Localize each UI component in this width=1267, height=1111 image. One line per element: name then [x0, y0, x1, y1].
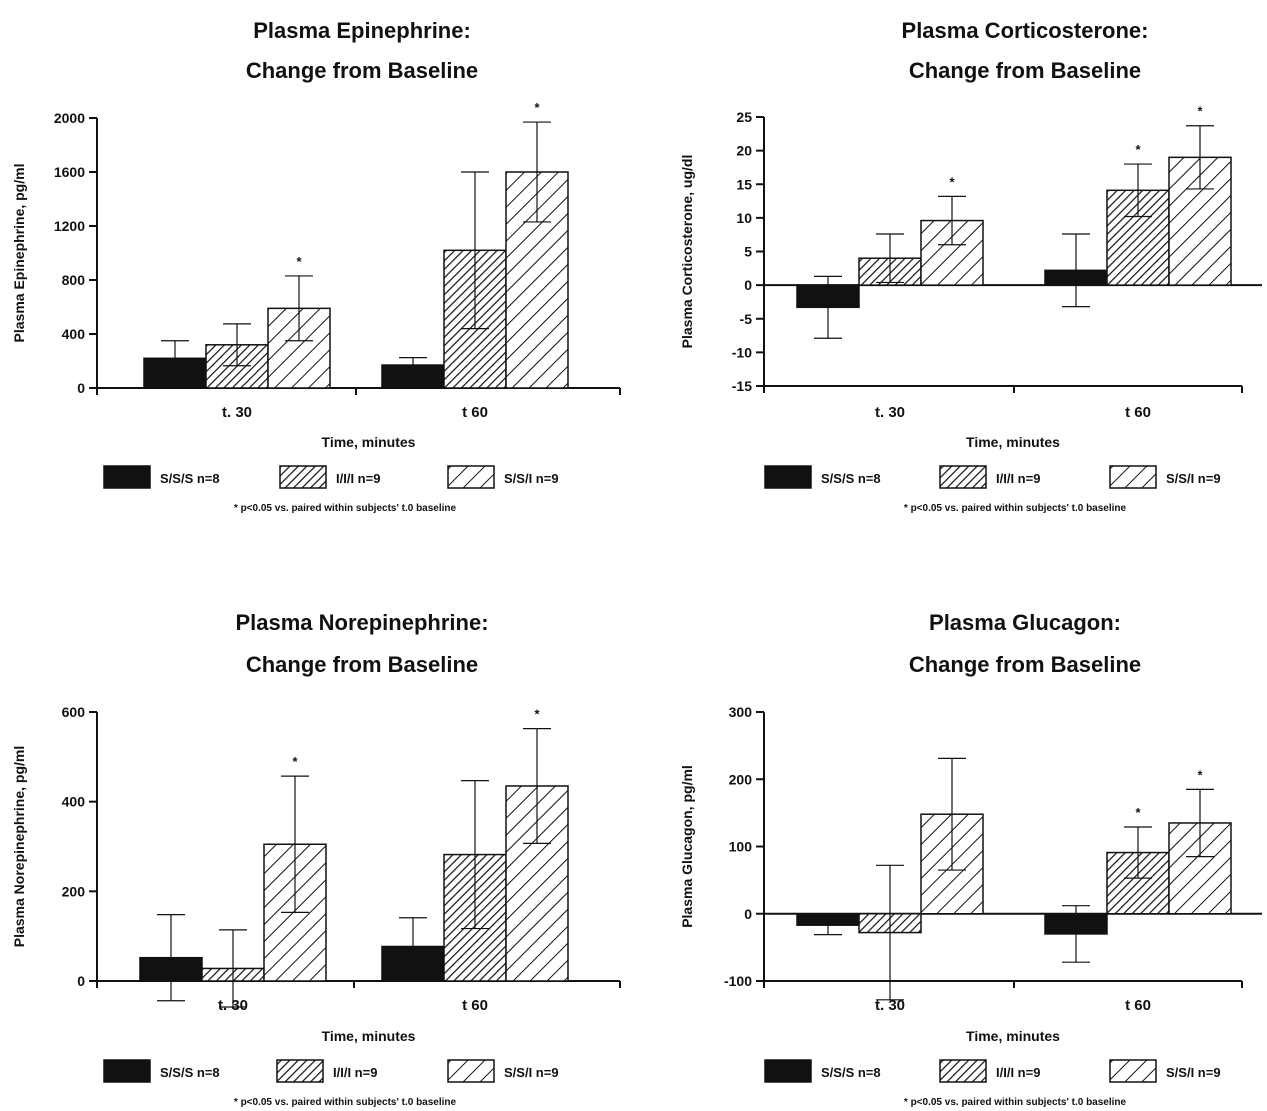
footnote: * p<0.05 vs. paired within subjects' t.0…: [904, 503, 1127, 514]
significance-star: *: [949, 174, 955, 189]
legend-swatch: [1109, 465, 1157, 489]
y-tick-label: 0: [744, 906, 752, 922]
y-tick-label: 300: [729, 704, 753, 720]
legend-swatch: [276, 1059, 324, 1083]
legend-swatch: [764, 1059, 812, 1083]
x-category-label: t. 30: [875, 997, 905, 1014]
y-tick-label: -15: [732, 378, 752, 394]
y-axis-title: Plasma Norepinephrine, pg/ml: [11, 746, 27, 948]
significance-star: *: [292, 754, 298, 769]
significance-star: *: [1197, 104, 1203, 119]
significance-star: *: [1135, 805, 1141, 820]
x-category-label: t. 30: [875, 404, 905, 421]
y-axis-title: Plasma Corticosterone, ug/dl: [679, 155, 695, 349]
y-tick-label: 400: [62, 326, 86, 342]
significance-star: *: [534, 707, 540, 722]
legend-swatch: [939, 1059, 987, 1083]
x-category-label: t 60: [462, 404, 488, 421]
y-tick-label: 1600: [54, 164, 85, 180]
x-category-label: t 60: [1125, 997, 1151, 1014]
x-axis-title: Time, minutes: [966, 1028, 1060, 1044]
legend-label: I/I/I n=9: [996, 1065, 1040, 1080]
x-axis-title: Time, minutes: [322, 1028, 416, 1044]
y-tick-label: -10: [732, 344, 752, 360]
legend-label: I/I/I n=9: [336, 471, 380, 486]
legend-label: S/S/I n=9: [1166, 1065, 1221, 1080]
footnote: * p<0.05 vs. paired within subjects' t.0…: [904, 1097, 1127, 1108]
y-tick-label: 0: [77, 973, 85, 989]
y-tick-label: 20: [736, 143, 752, 159]
y-tick-label: -100: [724, 973, 752, 989]
legend-label: S/S/I n=9: [504, 1065, 559, 1080]
chart-title-line: Plasma Norepinephrine:: [235, 610, 488, 635]
y-tick-label: 5: [744, 244, 752, 260]
significance-star: *: [296, 254, 302, 269]
x-axis-title: Time, minutes: [322, 434, 416, 450]
footnote: * p<0.05 vs. paired within subjects' t.0…: [234, 503, 457, 514]
y-tick-label: 100: [729, 839, 753, 855]
y-axis-title: Plasma Glucagon, pg/ml: [679, 765, 695, 928]
y-tick-label: 400: [62, 794, 86, 810]
chart-title-line: Change from Baseline: [246, 58, 478, 83]
legend-swatch: [1109, 1059, 1157, 1083]
legend-label: S/S/S n=8: [821, 1065, 881, 1080]
y-tick-label: -5: [740, 311, 753, 327]
y-tick-label: 10: [736, 210, 752, 226]
y-tick-label: 600: [62, 704, 86, 720]
legend-label: S/S/I n=9: [504, 471, 559, 486]
x-category-label: t 60: [1125, 404, 1151, 421]
legend-swatch: [447, 465, 495, 489]
legend-swatch: [103, 465, 151, 489]
legend-swatch: [447, 1059, 495, 1083]
legend-swatch: [279, 465, 327, 489]
chart-title-line: Plasma Corticosterone:: [902, 18, 1149, 43]
y-tick-label: 1200: [54, 218, 85, 234]
chart-title-line: Change from Baseline: [909, 652, 1141, 677]
chart-title-line: Plasma Epinephrine:: [253, 18, 471, 43]
legend-label: I/I/I n=9: [333, 1065, 377, 1080]
y-tick-label: 2000: [54, 110, 85, 126]
chart-title-line: Change from Baseline: [246, 652, 478, 677]
chart-panel-corticosterone: Plasma Corticosterone: Change from Baseli…: [679, 18, 1262, 514]
y-tick-label: 25: [736, 109, 752, 125]
legend-swatch: [939, 465, 987, 489]
chart-panel-norepinephrine: Plasma Norepinephrine: Change from Baseli…: [11, 610, 621, 1108]
chart-panel-epinephrine: Plasma Epinephrine: Change from Baseline 0…: [11, 18, 621, 514]
chart-title-line: Plasma Glucagon:: [929, 610, 1121, 635]
y-tick-label: 200: [729, 771, 753, 787]
y-tick-label: 0: [77, 380, 85, 396]
chart-panel-glucagon: Plasma Glucagon: Change from Baseline -100…: [679, 610, 1262, 1108]
x-category-label: t 60: [462, 997, 488, 1014]
legend-label: S/S/S n=8: [160, 471, 220, 486]
significance-star: *: [534, 100, 540, 115]
legend-swatch: [764, 465, 812, 489]
significance-star: *: [1135, 142, 1141, 157]
legend-swatch: [103, 1059, 151, 1083]
legend-label: S/S/I n=9: [1166, 471, 1221, 486]
y-tick-label: 800: [62, 272, 86, 288]
y-tick-label: 0: [744, 277, 752, 293]
x-category-label: t. 30: [222, 404, 252, 421]
legend-label: I/I/I n=9: [996, 471, 1040, 486]
footnote: * p<0.05 vs. paired within subjects' t.0…: [234, 1097, 457, 1108]
x-axis-title: Time, minutes: [966, 434, 1060, 450]
y-tick-label: 15: [736, 176, 752, 192]
chart-title-line: Change from Baseline: [909, 58, 1141, 83]
legend-label: S/S/S n=8: [821, 471, 881, 486]
y-tick-label: 200: [62, 883, 86, 899]
significance-star: *: [1197, 767, 1203, 782]
legend-label: S/S/S n=8: [160, 1065, 220, 1080]
y-axis-title: Plasma Epinephrine, pg/ml: [11, 164, 27, 343]
